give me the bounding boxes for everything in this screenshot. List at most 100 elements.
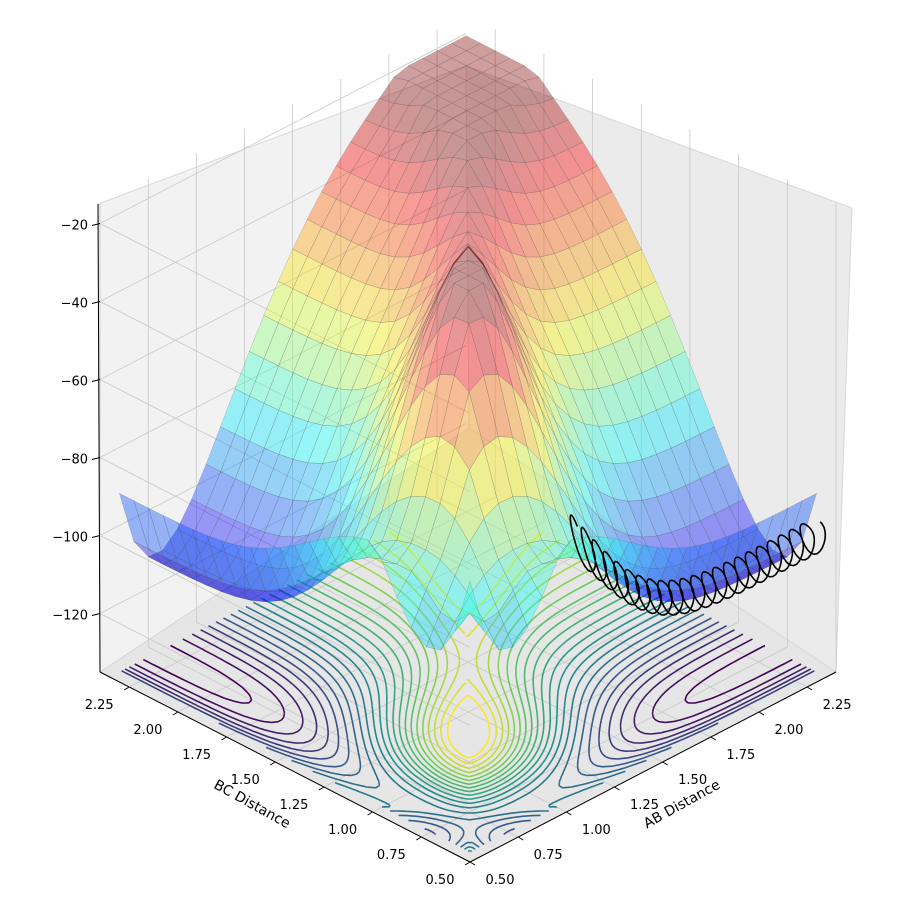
surface-facet: [292, 295, 323, 338]
surface-facet: [292, 336, 323, 380]
surface-facet: [641, 409, 672, 455]
surface-facet: [379, 103, 409, 132]
y-tick-label: 0.50: [426, 873, 455, 888]
surface-facet: [220, 478, 251, 521]
surface-facet: [394, 161, 425, 194]
grid-lines: [99, 29, 837, 863]
surface-facet: [612, 378, 643, 422]
surface-facet: [525, 287, 556, 323]
surface-facet: [728, 498, 759, 537]
surface-facet: [525, 223, 555, 258]
surface-facet: [452, 140, 483, 161]
surface-facet: [408, 158, 439, 194]
surface-facet: [380, 256, 410, 291]
surface-facet: [395, 300, 425, 349]
surface-facet: [366, 369, 396, 417]
surface-facet: [395, 386, 426, 463]
surface-facet: [292, 256, 323, 297]
surface-facet: [541, 500, 572, 548]
surface-facet: [249, 447, 280, 493]
surface-facet: [641, 453, 672, 498]
surface-facet: [205, 426, 236, 472]
surface-facet: [409, 290, 440, 350]
y-tick-label: 1.00: [328, 823, 357, 838]
surface-facet: [598, 424, 629, 464]
surface-facet: [177, 563, 207, 586]
surface-facet: [249, 591, 281, 603]
surface-facet: [611, 218, 642, 257]
surface-facet: [351, 354, 382, 391]
z-tick: [91, 457, 101, 460]
surface-facet: [510, 279, 541, 322]
surface-facet: [206, 550, 236, 579]
surface-facet: [468, 247, 498, 291]
surface-facet: [249, 566, 280, 592]
surface-facet: [381, 365, 411, 438]
grid-line-y: [323, 129, 691, 788]
surface-facet: [670, 485, 701, 528]
surface-facet: [422, 50, 453, 66]
surface-facet: [482, 283, 513, 352]
surface-facet: [541, 539, 572, 565]
surface-facet: [555, 437, 585, 501]
surface-facet: [336, 277, 367, 316]
surface-facet: [555, 536, 587, 560]
surface-facet: [438, 243, 469, 284]
surface-facet: [729, 563, 759, 586]
surface-facet: [395, 322, 425, 385]
surface-facet: [467, 185, 498, 219]
surface-facet: [365, 186, 395, 220]
surface-facet: [540, 347, 571, 389]
surface-facet: [568, 141, 598, 174]
surface-facet: [423, 156, 454, 193]
x-tick-label: 0.75: [534, 848, 563, 863]
surface-facet: [335, 172, 366, 207]
surface-facet: [235, 544, 266, 591]
z-axis-line: [97, 203, 101, 673]
surface-facet: [249, 358, 279, 404]
surface-facet: [321, 270, 352, 311]
surface-facet: [451, 65, 482, 81]
surface-facet: [469, 574, 499, 623]
surface-facet: [454, 322, 484, 393]
surface-facet: [555, 403, 585, 454]
surface-facet: [423, 212, 454, 254]
surface-facet: [425, 503, 456, 561]
surface-facet: [337, 440, 367, 492]
surface-facet: [568, 277, 599, 316]
surface-facet: [583, 233, 613, 272]
surface-facet: [379, 191, 410, 225]
surface-facet: [585, 556, 615, 573]
surface-facet: [379, 223, 410, 258]
surface-facet: [350, 119, 380, 150]
surface-facet: [583, 348, 614, 389]
surface-facet: [511, 325, 542, 397]
z-tick-label: −80: [61, 453, 88, 468]
surface-facet: [277, 248, 308, 290]
surface-facet: [322, 348, 352, 389]
surface-facet: [235, 588, 266, 601]
surface-facet: [656, 402, 686, 449]
surface-facet: [468, 374, 499, 448]
y-tick-label: 1.50: [231, 773, 260, 788]
surface-facet: [526, 495, 557, 542]
surface-facet: [451, 35, 482, 51]
surface-facet: [423, 236, 454, 280]
surface-facet: [366, 384, 396, 441]
surface-facet: [439, 282, 470, 329]
grid-line-y: [275, 104, 642, 763]
surface-facet: [540, 409, 571, 481]
surface-facet: [436, 42, 467, 59]
surface-facet: [294, 541, 325, 580]
surface-facet: [452, 186, 483, 214]
surface-facet: [366, 409, 397, 481]
surface-facet: [494, 57, 526, 74]
surface-facet: [279, 562, 310, 593]
surface-facet: [410, 328, 440, 407]
surface-facet: [408, 129, 439, 163]
surface-facet: [351, 381, 382, 425]
surface-facet: [512, 351, 542, 431]
surface-facet: [336, 353, 367, 391]
surface-facet: [220, 556, 251, 585]
surface-facet: [381, 406, 411, 481]
